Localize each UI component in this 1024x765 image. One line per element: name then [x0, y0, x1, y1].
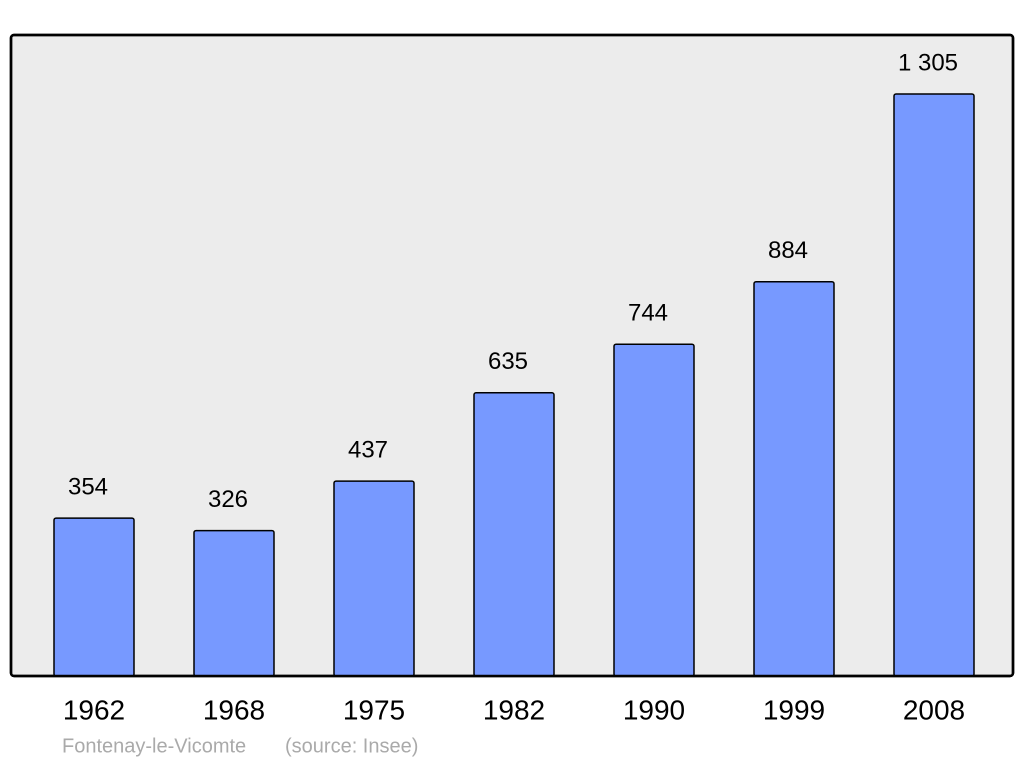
bar — [893, 93, 975, 677]
value-label: 326 — [208, 486, 248, 513]
x-tick-label: 2008 — [903, 694, 965, 725]
place-note: Fontenay-le-Vicomte — [62, 735, 246, 757]
x-tick-label: 1968 — [203, 694, 265, 725]
bar — [753, 281, 835, 677]
value-label: 884 — [768, 237, 808, 264]
x-tick-label: 1975 — [343, 694, 405, 725]
x-tick-label: 1990 — [623, 694, 685, 725]
value-label: 354 — [68, 473, 108, 500]
source-note: (source: Insee) — [285, 735, 418, 757]
x-tick-label: 1962 — [63, 694, 125, 725]
bar — [473, 392, 555, 677]
x-tick-label: 1999 — [763, 694, 825, 725]
value-label: 1 305 — [898, 49, 958, 76]
value-label: 635 — [488, 348, 528, 375]
bar — [333, 480, 415, 677]
bar — [53, 517, 135, 677]
x-tick-label: 1982 — [483, 694, 545, 725]
bar — [193, 529, 275, 677]
value-label: 437 — [348, 436, 388, 463]
bar — [613, 343, 695, 677]
plot-frame — [9, 33, 1015, 678]
value-label: 744 — [628, 300, 668, 327]
